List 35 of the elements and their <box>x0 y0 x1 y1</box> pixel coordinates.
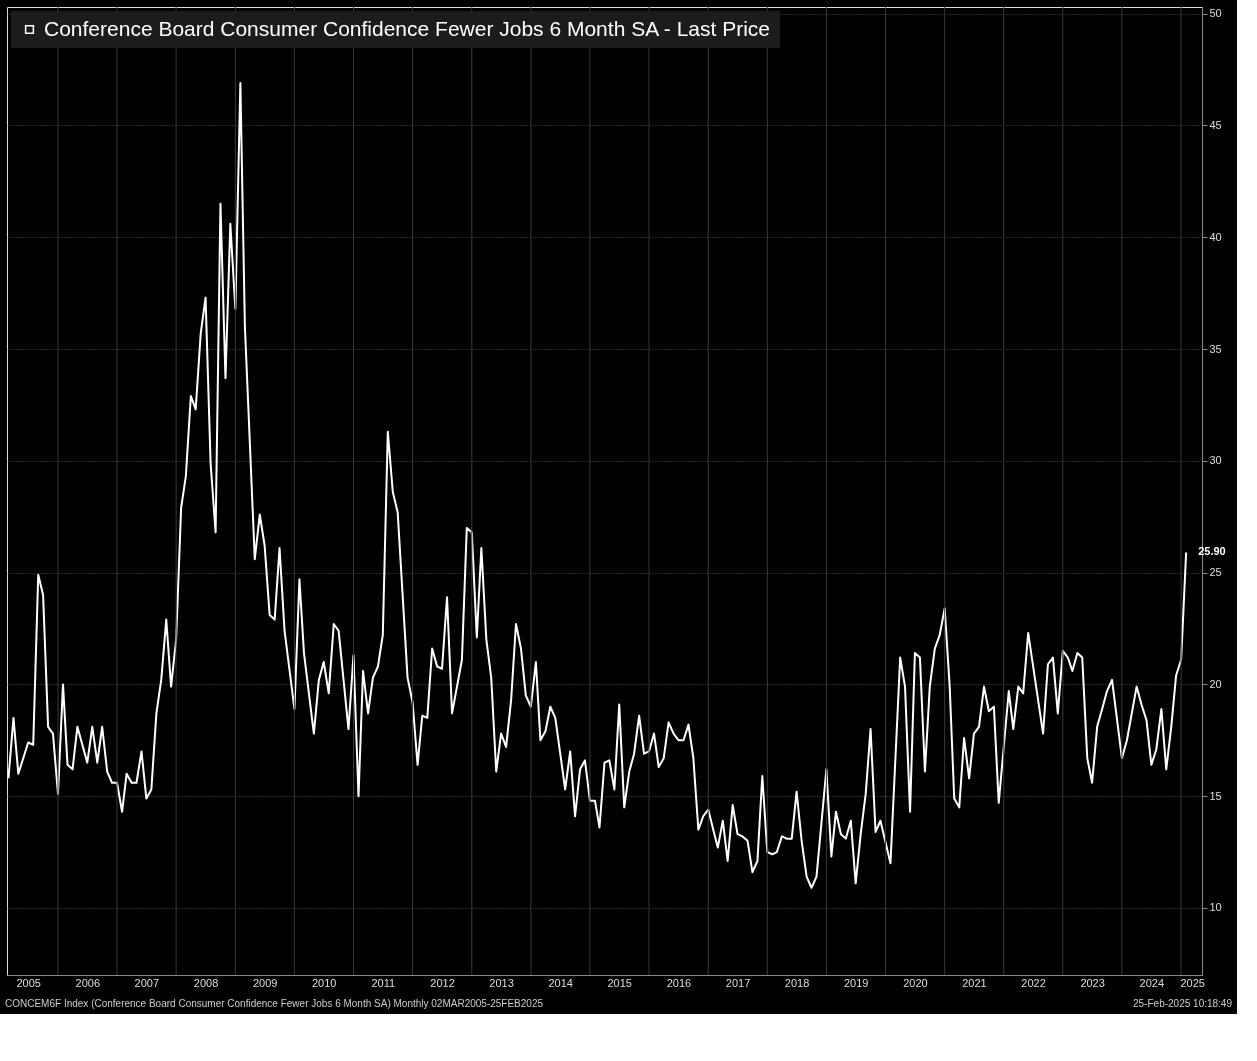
y-tick-label: 15 <box>1209 789 1222 802</box>
x-tick-label: 2019 <box>843 976 869 989</box>
x-tick-label: 2025 <box>1180 976 1205 989</box>
legend-label: Conference Board Consumer Confidence Fewer Jobs 6 Month SA - Last Price <box>44 16 771 40</box>
x-tick-label: 2023 <box>1080 976 1105 989</box>
y-tick-label: 50 <box>1209 7 1222 20</box>
x-tick-label: 2018 <box>784 976 810 989</box>
y-tick-label: 20 <box>1209 677 1222 690</box>
x-tick-label: 2012 <box>430 976 455 989</box>
x-tick-label: 2006 <box>75 976 101 989</box>
y-tick-label: 45 <box>1209 118 1222 131</box>
x-tick-label: 2008 <box>193 976 219 989</box>
x-tick-label: 2022 <box>1021 976 1046 989</box>
y-tick-label: 10 <box>1209 901 1222 914</box>
y-tick-label: 35 <box>1209 342 1222 355</box>
x-tick-label: 2015 <box>607 976 632 989</box>
x-tick-label: 2010 <box>311 976 337 989</box>
line-series <box>7 82 1188 889</box>
x-tick-label: 2013 <box>489 976 514 989</box>
x-tick-label: 2024 <box>1139 976 1165 989</box>
x-tick-label: 2009 <box>252 976 278 989</box>
x-tick-label: 2016 <box>666 976 692 989</box>
x-tick-label: 2021 <box>962 976 987 989</box>
y-tick-label: 30 <box>1209 454 1222 467</box>
text: CONCEM6F Index (Conference Board Consumer Confidence Fewer Jobs 6 Month SA) Monthly 02MAR2005-25FEB2025 <box>5 998 544 1009</box>
annotation: 25.90 <box>1198 545 1226 558</box>
x-tick-label: 2005 <box>16 976 41 989</box>
y-tick-label: 40 <box>1209 230 1222 243</box>
x-tick-label: 2007 <box>134 976 160 989</box>
x-tick-label: 2017 <box>725 976 751 989</box>
x-tick-label: 2020 <box>903 976 928 989</box>
text: 25-Feb-2025 10:18:49 <box>1133 998 1233 1009</box>
y-tick-label: 25 <box>1209 566 1222 579</box>
x-tick-label: 2014 <box>548 976 573 989</box>
x-tick-label: 2011 <box>371 976 396 989</box>
